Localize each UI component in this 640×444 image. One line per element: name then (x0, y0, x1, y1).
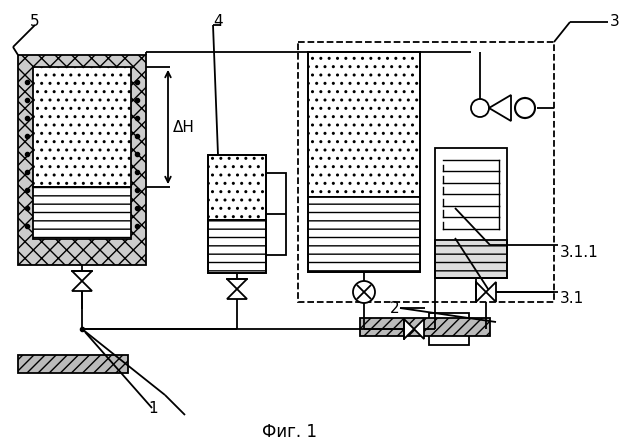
Bar (298, 42, 554, 302)
Bar (18, 355, 128, 373)
Polygon shape (72, 271, 92, 281)
Text: 3.1.1: 3.1.1 (560, 245, 599, 259)
Bar (360, 318, 490, 336)
Circle shape (353, 281, 375, 303)
Bar (208, 155, 266, 220)
Bar (208, 155, 266, 273)
Bar (308, 197, 420, 272)
Text: 1: 1 (148, 400, 157, 416)
Bar (266, 173, 286, 255)
Polygon shape (486, 282, 496, 302)
Circle shape (471, 99, 489, 117)
Bar (429, 313, 469, 345)
Bar (435, 148, 507, 278)
Bar (435, 240, 507, 278)
Text: 5: 5 (30, 15, 40, 29)
Text: 2: 2 (390, 301, 399, 316)
Bar (18, 55, 146, 265)
Text: Фиг. 1: Фиг. 1 (262, 423, 317, 441)
Bar (33, 67, 131, 187)
Polygon shape (476, 282, 486, 302)
Text: 4: 4 (213, 15, 223, 29)
Bar (308, 52, 420, 272)
Polygon shape (404, 319, 414, 339)
Polygon shape (227, 279, 247, 289)
Text: 3.1: 3.1 (560, 290, 584, 305)
Polygon shape (489, 95, 511, 121)
Text: ΔH: ΔH (173, 119, 195, 135)
Polygon shape (227, 289, 247, 299)
Bar (33, 187, 131, 239)
Polygon shape (72, 281, 92, 291)
Bar (308, 52, 420, 197)
Text: 3: 3 (610, 15, 620, 29)
Bar (208, 220, 266, 273)
Polygon shape (414, 319, 424, 339)
